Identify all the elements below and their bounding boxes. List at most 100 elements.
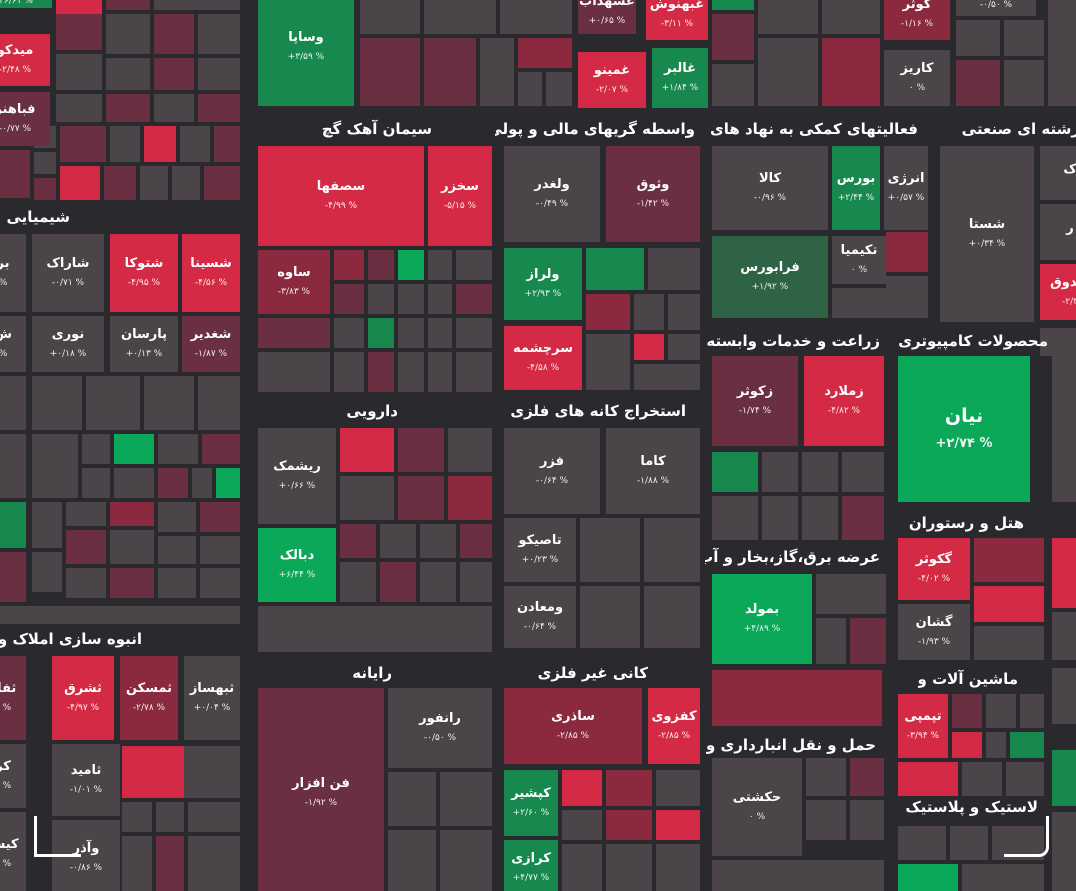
stock-tile[interactable]: پارسان +۰/۱۳ % xyxy=(110,316,178,372)
treemap-cell[interactable] xyxy=(216,468,240,498)
stock-tile[interactable]: ثبهساز +۰/۰۴ % xyxy=(184,656,240,740)
treemap-cell[interactable] xyxy=(1052,612,1076,660)
treemap-cell[interactable] xyxy=(518,72,542,106)
treemap-cell[interactable] xyxy=(144,126,176,162)
stock-tile[interactable]: سخزر -۵/۱۵ % xyxy=(428,146,492,246)
treemap-cell[interactable] xyxy=(448,428,492,472)
treemap-cell[interactable] xyxy=(1052,812,1076,891)
stock-tile[interactable]: کالا -۰/۹۶ % xyxy=(712,146,828,230)
treemap-cell[interactable] xyxy=(428,318,452,348)
stock-tile[interactable]: کفزوی -۲/۸۵ % xyxy=(648,688,700,764)
treemap-cell[interactable] xyxy=(1040,328,1076,356)
treemap-cell[interactable] xyxy=(360,0,420,34)
treemap-cell[interactable] xyxy=(398,250,424,280)
treemap-cell[interactable] xyxy=(144,376,194,430)
treemap-cell[interactable] xyxy=(398,476,444,520)
treemap-cell[interactable] xyxy=(656,810,700,840)
treemap-cell[interactable] xyxy=(424,38,476,106)
stock-tile[interactable]: غمینو -۲/۰۷ % xyxy=(578,52,646,108)
treemap-cell[interactable] xyxy=(154,14,194,54)
stock-tile[interactable]: بمولد +۴/۸۹ % xyxy=(712,574,812,664)
treemap-cell[interactable] xyxy=(634,364,700,390)
treemap-cell[interactable] xyxy=(140,166,168,200)
treemap-cell[interactable] xyxy=(122,836,152,891)
treemap-cell[interactable] xyxy=(456,284,492,314)
treemap-cell[interactable] xyxy=(802,496,838,540)
treemap-cell[interactable] xyxy=(198,58,240,90)
treemap-cell[interactable] xyxy=(106,0,150,10)
treemap-cell[interactable] xyxy=(656,770,700,806)
treemap-cell[interactable] xyxy=(340,428,394,472)
treemap-cell[interactable] xyxy=(202,434,240,464)
stock-tile[interactable]: ثامید -۱/۰۱ % xyxy=(52,744,120,816)
stock-tile[interactable]: ولغدر -۰/۴۹ % xyxy=(504,146,600,242)
stock-tile[interactable]: بر% xyxy=(0,234,26,312)
treemap-cell[interactable] xyxy=(340,524,376,558)
treemap-cell[interactable] xyxy=(986,732,1006,758)
treemap-cell[interactable] xyxy=(32,552,62,592)
treemap-cell[interactable] xyxy=(886,276,928,318)
treemap-cell[interactable] xyxy=(334,250,364,280)
treemap-cell[interactable] xyxy=(428,284,452,314)
treemap-cell[interactable] xyxy=(500,0,572,34)
stock-tile[interactable]: فزر -۰/۶۴ % xyxy=(504,428,600,514)
stock-tile[interactable]: غبهنوش -۳/۱۱ % xyxy=(646,0,708,40)
treemap-cell[interactable] xyxy=(398,428,444,472)
stock-tile[interactable]: ر xyxy=(1040,204,1076,260)
stock-tile[interactable]: وآذر -۰/۸۶ % xyxy=(52,820,120,891)
treemap-cell[interactable] xyxy=(0,150,30,198)
treemap-cell[interactable] xyxy=(380,524,416,558)
treemap-cell[interactable] xyxy=(198,94,240,122)
treemap-cell[interactable] xyxy=(66,530,106,564)
treemap-cell[interactable] xyxy=(106,94,150,122)
treemap-cell[interactable] xyxy=(850,758,884,796)
stock-tile[interactable]: شاراک -۰/۷۱ % xyxy=(32,234,104,312)
treemap-cell[interactable] xyxy=(258,318,330,348)
stock-tile[interactable]: تکیمیا ۰ % xyxy=(832,236,886,284)
treemap-cell[interactable] xyxy=(258,606,492,652)
treemap-cell[interactable] xyxy=(32,376,82,430)
treemap-cell[interactable] xyxy=(158,568,196,598)
treemap-cell[interactable] xyxy=(802,452,838,492)
stock-tile[interactable]: زکوثر -۱/۷۴ % xyxy=(712,356,798,446)
treemap-cell[interactable] xyxy=(850,618,886,664)
treemap-cell[interactable] xyxy=(648,248,700,290)
stock-tile[interactable]: کپشیر +۲/۶۰ % xyxy=(504,770,558,836)
treemap-cell[interactable] xyxy=(1052,668,1076,724)
treemap-cell[interactable] xyxy=(456,352,492,392)
treemap-cell[interactable] xyxy=(1052,750,1076,806)
treemap-cell[interactable] xyxy=(956,60,1000,106)
stock-tile[interactable]: وثوق -۱/۴۲ % xyxy=(606,146,700,242)
treemap-cell[interactable] xyxy=(0,606,240,624)
treemap-cell[interactable] xyxy=(1052,538,1076,608)
treemap-cell[interactable] xyxy=(850,800,884,840)
stock-tile[interactable]: ش% xyxy=(0,316,26,372)
treemap-cell[interactable] xyxy=(822,38,880,106)
treemap-cell[interactable] xyxy=(842,452,884,492)
stock-tile[interactable]: ولراز +۲/۹۳ % xyxy=(504,248,582,320)
treemap-cell[interactable] xyxy=(974,538,1044,582)
treemap-cell[interactable] xyxy=(712,670,882,726)
treemap-cell[interactable] xyxy=(388,772,436,826)
stock-tile[interactable]: انرژی +۰/۵۷ % xyxy=(884,146,928,230)
treemap-cell[interactable] xyxy=(712,64,754,106)
stock-tile[interactable]: کر ۹ % xyxy=(0,744,26,808)
treemap-cell[interactable] xyxy=(158,536,196,564)
treemap-cell[interactable] xyxy=(368,352,394,392)
treemap-cell[interactable] xyxy=(0,376,26,430)
stock-tile[interactable]: فرابورس +۱/۹۲ % xyxy=(712,236,828,318)
treemap-cell[interactable] xyxy=(198,376,240,430)
treemap-cell[interactable] xyxy=(368,250,394,280)
treemap-cell[interactable] xyxy=(668,334,700,360)
stock-tile[interactable]: نوری +۰/۱۸ % xyxy=(32,316,104,372)
treemap-cell[interactable] xyxy=(56,14,102,50)
stock-tile[interactable]: ثشرق -۴/۹۷ % xyxy=(52,656,114,740)
stock-tile[interactable]: کوثر -۱/۱۶ % xyxy=(884,0,950,40)
treemap-cell[interactable] xyxy=(962,762,1002,796)
treemap-cell[interactable] xyxy=(806,758,846,796)
treemap-cell[interactable] xyxy=(204,166,240,200)
stock-tile[interactable]: شغدیر -۱/۸۷ % xyxy=(182,316,240,372)
treemap-cell[interactable] xyxy=(886,232,928,272)
treemap-cell[interactable] xyxy=(440,830,492,891)
treemap-cell[interactable] xyxy=(712,496,758,540)
